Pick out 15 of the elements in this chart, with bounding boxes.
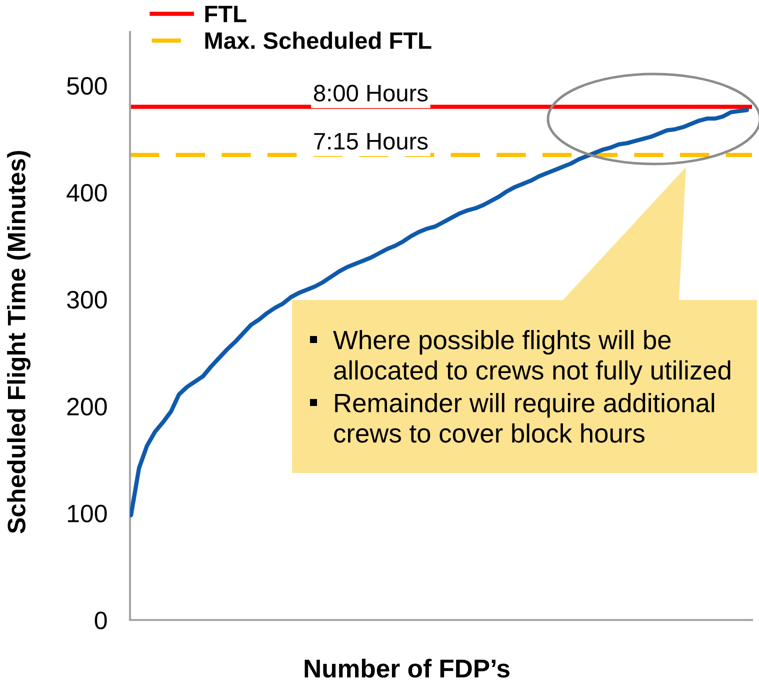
y-tick-label: 400 — [66, 184, 107, 202]
line-series — [130, 108, 750, 518]
y-tick-label: 0 — [94, 612, 107, 630]
legend-label: Max. Scheduled FTL — [205, 32, 432, 50]
y-tick-label: 500 — [67, 77, 107, 95]
annotation: 8:00 Hours — [314, 84, 428, 102]
annotation: Where possible flights will be allocated to crews not fully utilized — [333, 330, 730, 385]
y-tick-label: 200 — [67, 398, 107, 416]
y-tick-label: 300 — [67, 290, 107, 309]
legend-label: FTL — [205, 6, 246, 22]
annotation: 7:15 Hours — [314, 133, 428, 150]
y-axis-title: Scheduled Flight Time (Minutes) — [7, 150, 30, 534]
annotation: Remainder will require additional crews to cover block hours — [334, 393, 714, 443]
y-tick-label: 100 — [68, 504, 107, 522]
x-axis-title: Number of FDP’s — [304, 658, 510, 678]
